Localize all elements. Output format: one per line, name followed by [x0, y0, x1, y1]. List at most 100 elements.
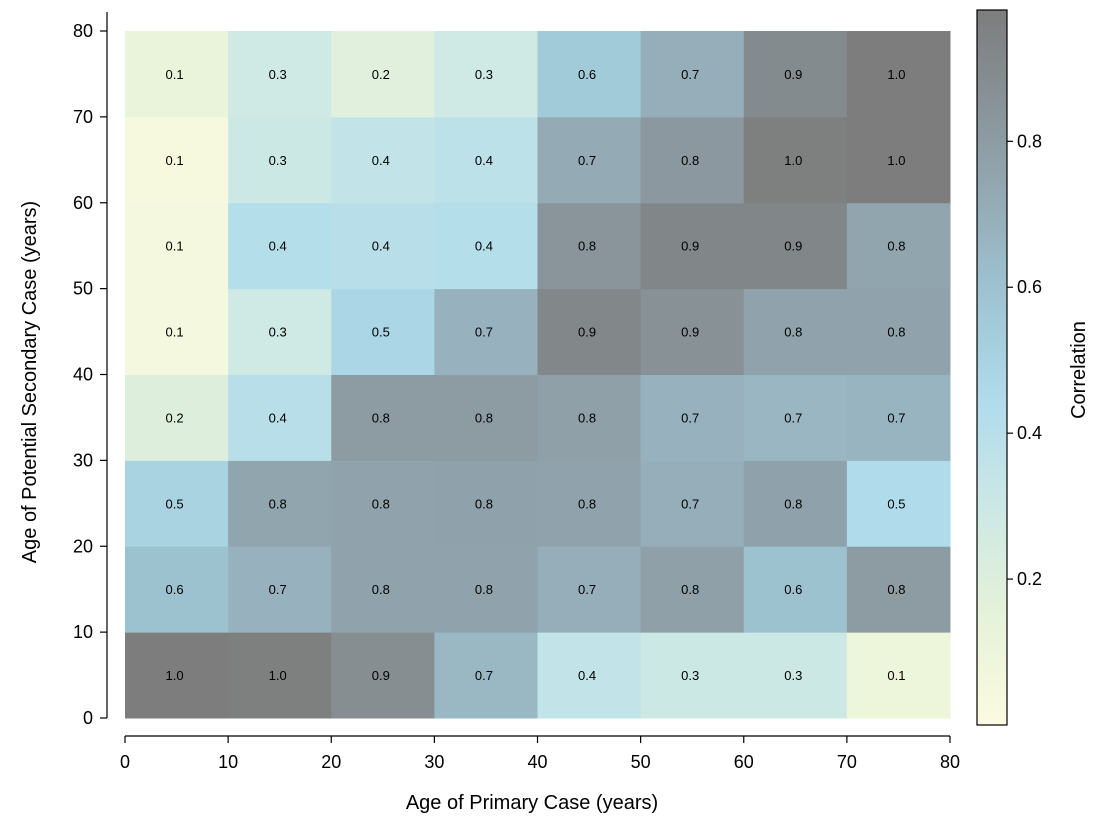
cell-value-label: 0.4	[372, 153, 390, 168]
heatmap-cell	[640, 546, 745, 633]
x-tick-label: 40	[527, 752, 547, 772]
heatmap-cell	[743, 546, 848, 633]
cell-value-label: 0.2	[166, 410, 184, 425]
cell-value-label: 0.4	[269, 410, 287, 425]
heatmap-cell	[846, 202, 951, 290]
cell-value-label: 0.7	[681, 410, 699, 425]
cell-value-label: 0.7	[475, 668, 493, 683]
cell-value-label: 0.9	[681, 239, 699, 254]
heatmap-cell	[537, 374, 642, 461]
cell-value-label: 0.7	[578, 582, 596, 597]
cell-value-label: 0.8	[475, 582, 493, 597]
cell-value-label: 0.8	[578, 239, 596, 254]
colorbar-tick-label: 0.6	[1017, 277, 1042, 297]
cell-value-label: 0.8	[681, 153, 699, 168]
y-axis-title: Age of Potential Secondary Case (years)	[19, 201, 41, 563]
heatmap-cell	[228, 632, 332, 719]
y-tick-label: 20	[73, 536, 93, 556]
heatmap-cell	[846, 460, 951, 547]
heatmap-cell	[228, 460, 332, 547]
cell-value-label: 0.5	[166, 496, 184, 511]
heatmap-cell	[331, 546, 435, 633]
heatmap-cell	[846, 546, 951, 633]
heatmap-cell	[228, 31, 332, 118]
heatmap-cell	[640, 31, 745, 118]
cell-value-label: 0.4	[475, 153, 493, 168]
heatmap-cell	[743, 632, 848, 719]
cell-value-label: 0.4	[372, 239, 390, 254]
heatmap-cell	[434, 546, 538, 633]
cell-value-labels: 1.0 1.0 0.9 0.7 0.4 0.3 0.3 0.1 0.6 0.7 0.8 0.8 0.7 0…	[166, 67, 906, 683]
cell-value-label: 0.4	[269, 239, 287, 254]
cell-value-label: 0.4	[475, 239, 493, 254]
y-tick-label: 0	[83, 708, 93, 728]
heatmap-cell	[125, 374, 229, 461]
cell-value-label: 0.6	[578, 67, 596, 82]
cell-value-label: 0.7	[475, 325, 493, 340]
x-tick-label: 20	[321, 752, 341, 772]
heatmap-cell	[743, 288, 848, 375]
cell-value-label: 0.5	[372, 325, 390, 340]
heatmap-cell	[846, 31, 951, 118]
cell-value-label: 0.9	[578, 325, 596, 340]
cell-value-label: 0.1	[166, 153, 184, 168]
cell-value-label: 0.7	[784, 410, 802, 425]
cell-value-label: 0.8	[681, 582, 699, 597]
x-tick-label: 70	[837, 752, 857, 772]
heatmap-cell	[125, 546, 229, 633]
cell-value-label: 0.8	[887, 582, 905, 597]
colorbar-frame	[976, 9, 1008, 726]
cell-value-label: 0.9	[784, 67, 802, 82]
cell-value-label: 0.3	[269, 153, 287, 168]
x-tick-label: 50	[631, 752, 651, 772]
y-tick-label: 70	[73, 107, 93, 127]
x-tick-label: 60	[734, 752, 754, 772]
colorbar-title: Correlation	[1068, 321, 1090, 419]
heatmap-cell	[743, 116, 848, 204]
heatmap-cell	[846, 374, 951, 461]
cell-value-label: 1.0	[166, 668, 184, 683]
axes: 0 10 20 30 40 50 60 70 80 0 10 20 30 40 50 60 70 80	[73, 12, 960, 772]
cell-value-label: 0.3	[784, 668, 802, 683]
heatmap-cell	[125, 632, 229, 719]
cell-value-label: 0.8	[372, 582, 390, 597]
heatmap-cell	[434, 31, 538, 118]
cell-value-label: 0.1	[166, 67, 184, 82]
cell-value-label: 0.7	[887, 410, 905, 425]
cell-value-label: 0.9	[784, 239, 802, 254]
heatmap-cell	[743, 374, 848, 461]
heatmap-cell	[537, 288, 642, 375]
cell-value-label: 1.0	[887, 67, 905, 82]
cell-value-label: 0.1	[166, 239, 184, 254]
heatmap-cell	[537, 202, 642, 290]
heatmap-cell	[331, 632, 435, 719]
heatmap-cell	[434, 374, 538, 461]
heatmap-cell	[640, 632, 745, 719]
heatmap-cell	[331, 116, 435, 204]
colorbar: 0.2 0.4 0.6 0.8	[976, 9, 1042, 726]
heatmap-cell	[537, 460, 642, 547]
heatmap-cell	[228, 288, 332, 375]
cell-value-label: 0.8	[475, 410, 493, 425]
heatmap-cell	[228, 374, 332, 461]
cell-value-label: 0.1	[887, 668, 905, 683]
cell-value-label: 0.7	[269, 582, 287, 597]
heatmap-cell	[537, 632, 642, 719]
cell-value-label: 0.3	[269, 325, 287, 340]
heatmap-cell	[743, 202, 848, 290]
cell-value-label: 0.7	[681, 67, 699, 82]
y-tick-label: 10	[73, 622, 93, 642]
cell-value-label: 0.8	[887, 325, 905, 340]
cell-value-label: 0.3	[269, 67, 287, 82]
cell-value-label: 0.8	[269, 496, 287, 511]
heatmap-cell	[846, 116, 951, 204]
y-tick-label: 30	[73, 450, 93, 470]
y-tick-label: 80	[73, 21, 93, 41]
colorbar-tick-label: 0.8	[1017, 131, 1042, 151]
cell-value-label: 0.7	[681, 496, 699, 511]
cell-value-label: 0.8	[578, 410, 596, 425]
x-tick-label: 10	[218, 752, 238, 772]
cell-value-label: 0.1	[166, 325, 184, 340]
cell-value-label: 1.0	[784, 153, 802, 168]
